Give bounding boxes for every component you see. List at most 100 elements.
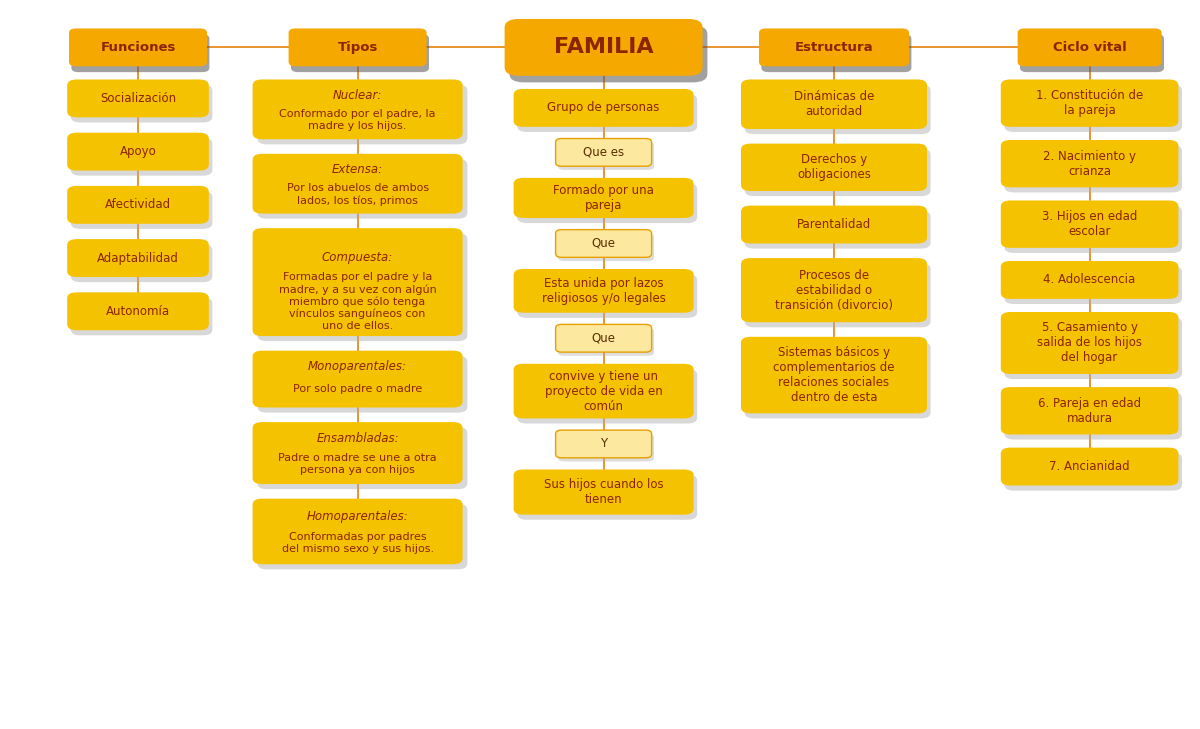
Text: Por los abuelos de ambos
lados, los tíos, primos: Por los abuelos de ambos lados, los tíos… — [287, 184, 428, 206]
Text: Afectividad: Afectividad — [104, 198, 172, 211]
FancyBboxPatch shape — [514, 469, 694, 515]
FancyBboxPatch shape — [744, 149, 931, 196]
FancyBboxPatch shape — [1001, 200, 1178, 248]
Text: convive y tiene un
proyecto de vida en
común: convive y tiene un proyecto de vida en c… — [545, 370, 662, 413]
FancyBboxPatch shape — [556, 430, 652, 458]
FancyBboxPatch shape — [556, 139, 652, 166]
Text: Adaptabilidad: Adaptabilidad — [97, 252, 179, 265]
FancyBboxPatch shape — [67, 239, 209, 277]
FancyBboxPatch shape — [71, 297, 212, 335]
Text: Parentalidad: Parentalidad — [797, 218, 871, 231]
FancyBboxPatch shape — [514, 178, 694, 218]
FancyBboxPatch shape — [517, 369, 697, 424]
Text: Formado por una
pareja: Formado por una pareja — [553, 184, 654, 212]
FancyBboxPatch shape — [740, 79, 928, 129]
Text: Tipos: Tipos — [337, 41, 378, 54]
FancyBboxPatch shape — [514, 269, 694, 313]
FancyBboxPatch shape — [253, 351, 463, 408]
FancyBboxPatch shape — [1001, 448, 1178, 486]
Text: 1. Constitución de
la pareja: 1. Constitución de la pareja — [1036, 89, 1144, 117]
FancyBboxPatch shape — [1001, 261, 1178, 299]
FancyBboxPatch shape — [257, 504, 468, 569]
Text: Homoparentales:: Homoparentales: — [307, 510, 408, 523]
FancyBboxPatch shape — [558, 434, 654, 461]
FancyBboxPatch shape — [1018, 28, 1162, 66]
FancyBboxPatch shape — [509, 26, 708, 82]
FancyBboxPatch shape — [558, 142, 654, 170]
FancyBboxPatch shape — [744, 263, 931, 327]
FancyBboxPatch shape — [514, 364, 694, 418]
FancyBboxPatch shape — [558, 233, 654, 261]
Text: Procesos de
estabilidad o
transición (divorcio): Procesos de estabilidad o transición (di… — [775, 269, 893, 311]
Text: Y: Y — [600, 437, 607, 451]
FancyBboxPatch shape — [1004, 453, 1182, 491]
Text: Conformado por el padre, la
madre y los hijos.: Conformado por el padre, la madre y los … — [280, 109, 436, 131]
FancyBboxPatch shape — [67, 133, 209, 171]
Text: Apoyo: Apoyo — [120, 145, 156, 158]
FancyBboxPatch shape — [253, 422, 463, 484]
FancyBboxPatch shape — [67, 79, 209, 117]
Text: Sus hijos cuando los
tienen: Sus hijos cuando los tienen — [544, 478, 664, 506]
Text: Que: Que — [592, 332, 616, 345]
FancyBboxPatch shape — [556, 230, 652, 257]
FancyBboxPatch shape — [67, 186, 209, 224]
FancyBboxPatch shape — [72, 34, 210, 72]
FancyBboxPatch shape — [257, 427, 468, 489]
Text: Extensa:: Extensa: — [332, 163, 383, 176]
Text: Sistemas básicos y
complementarios de
relaciones sociales
dentro de esta: Sistemas básicos y complementarios de re… — [773, 346, 895, 404]
Text: Ensambladas:: Ensambladas: — [317, 432, 398, 445]
FancyBboxPatch shape — [740, 144, 928, 191]
Text: FAMILIA: FAMILIA — [553, 37, 654, 58]
FancyBboxPatch shape — [257, 233, 468, 341]
FancyBboxPatch shape — [762, 34, 912, 72]
FancyBboxPatch shape — [71, 138, 212, 176]
Text: Estructura: Estructura — [794, 41, 874, 54]
FancyBboxPatch shape — [758, 28, 910, 66]
FancyBboxPatch shape — [71, 244, 212, 282]
FancyBboxPatch shape — [556, 324, 652, 352]
FancyBboxPatch shape — [1001, 79, 1178, 127]
Text: Esta unida por lazos
religiosos y/o legales: Esta unida por lazos religiosos y/o lega… — [541, 277, 666, 305]
FancyBboxPatch shape — [740, 258, 928, 322]
FancyBboxPatch shape — [1004, 85, 1182, 132]
Text: Ciclo vital: Ciclo vital — [1052, 41, 1127, 54]
Text: 2. Nacimiento y
crianza: 2. Nacimiento y crianza — [1043, 149, 1136, 178]
Text: Funciones: Funciones — [101, 41, 175, 54]
Text: Compuesta:: Compuesta: — [322, 251, 394, 264]
FancyBboxPatch shape — [744, 211, 931, 249]
FancyBboxPatch shape — [1004, 317, 1182, 379]
Text: Que es: Que es — [583, 146, 624, 159]
FancyBboxPatch shape — [744, 342, 931, 418]
FancyBboxPatch shape — [517, 274, 697, 318]
Text: Padre o madre se une a otra
persona ya con hijos: Padre o madre se une a otra persona ya c… — [278, 453, 437, 475]
FancyBboxPatch shape — [253, 79, 463, 139]
FancyBboxPatch shape — [1001, 312, 1178, 374]
FancyBboxPatch shape — [288, 28, 427, 66]
FancyBboxPatch shape — [67, 292, 209, 330]
FancyBboxPatch shape — [70, 28, 208, 66]
FancyBboxPatch shape — [1001, 140, 1178, 187]
FancyBboxPatch shape — [1004, 266, 1182, 304]
Text: Conformadas por padres
del mismo sexo y sus hijos.: Conformadas por padres del mismo sexo y … — [282, 532, 433, 554]
FancyBboxPatch shape — [740, 337, 928, 413]
FancyBboxPatch shape — [1001, 387, 1178, 434]
Text: 4. Adolescencia: 4. Adolescencia — [1044, 273, 1135, 286]
FancyBboxPatch shape — [71, 191, 212, 229]
Text: Autonomía: Autonomía — [106, 305, 170, 318]
Text: Socialización: Socialización — [100, 92, 176, 105]
FancyBboxPatch shape — [740, 206, 928, 243]
FancyBboxPatch shape — [517, 94, 697, 132]
FancyBboxPatch shape — [517, 183, 697, 223]
Text: Monoparentales:: Monoparentales: — [308, 359, 407, 373]
FancyBboxPatch shape — [1004, 392, 1182, 440]
Text: Formadas por el padre y la
madre, y a su vez con algún
miembro que sólo tenga
ví: Formadas por el padre y la madre, y a su… — [278, 273, 437, 331]
FancyBboxPatch shape — [253, 499, 463, 564]
FancyBboxPatch shape — [253, 228, 463, 336]
FancyBboxPatch shape — [1004, 145, 1182, 192]
FancyBboxPatch shape — [744, 85, 931, 134]
FancyBboxPatch shape — [257, 85, 468, 144]
Text: 3. Hijos en edad
escolar: 3. Hijos en edad escolar — [1042, 210, 1138, 238]
Text: Dinámicas de
autoridad: Dinámicas de autoridad — [794, 90, 874, 118]
FancyBboxPatch shape — [558, 328, 654, 356]
Text: Por solo padre o madre: Por solo padre o madre — [293, 384, 422, 394]
